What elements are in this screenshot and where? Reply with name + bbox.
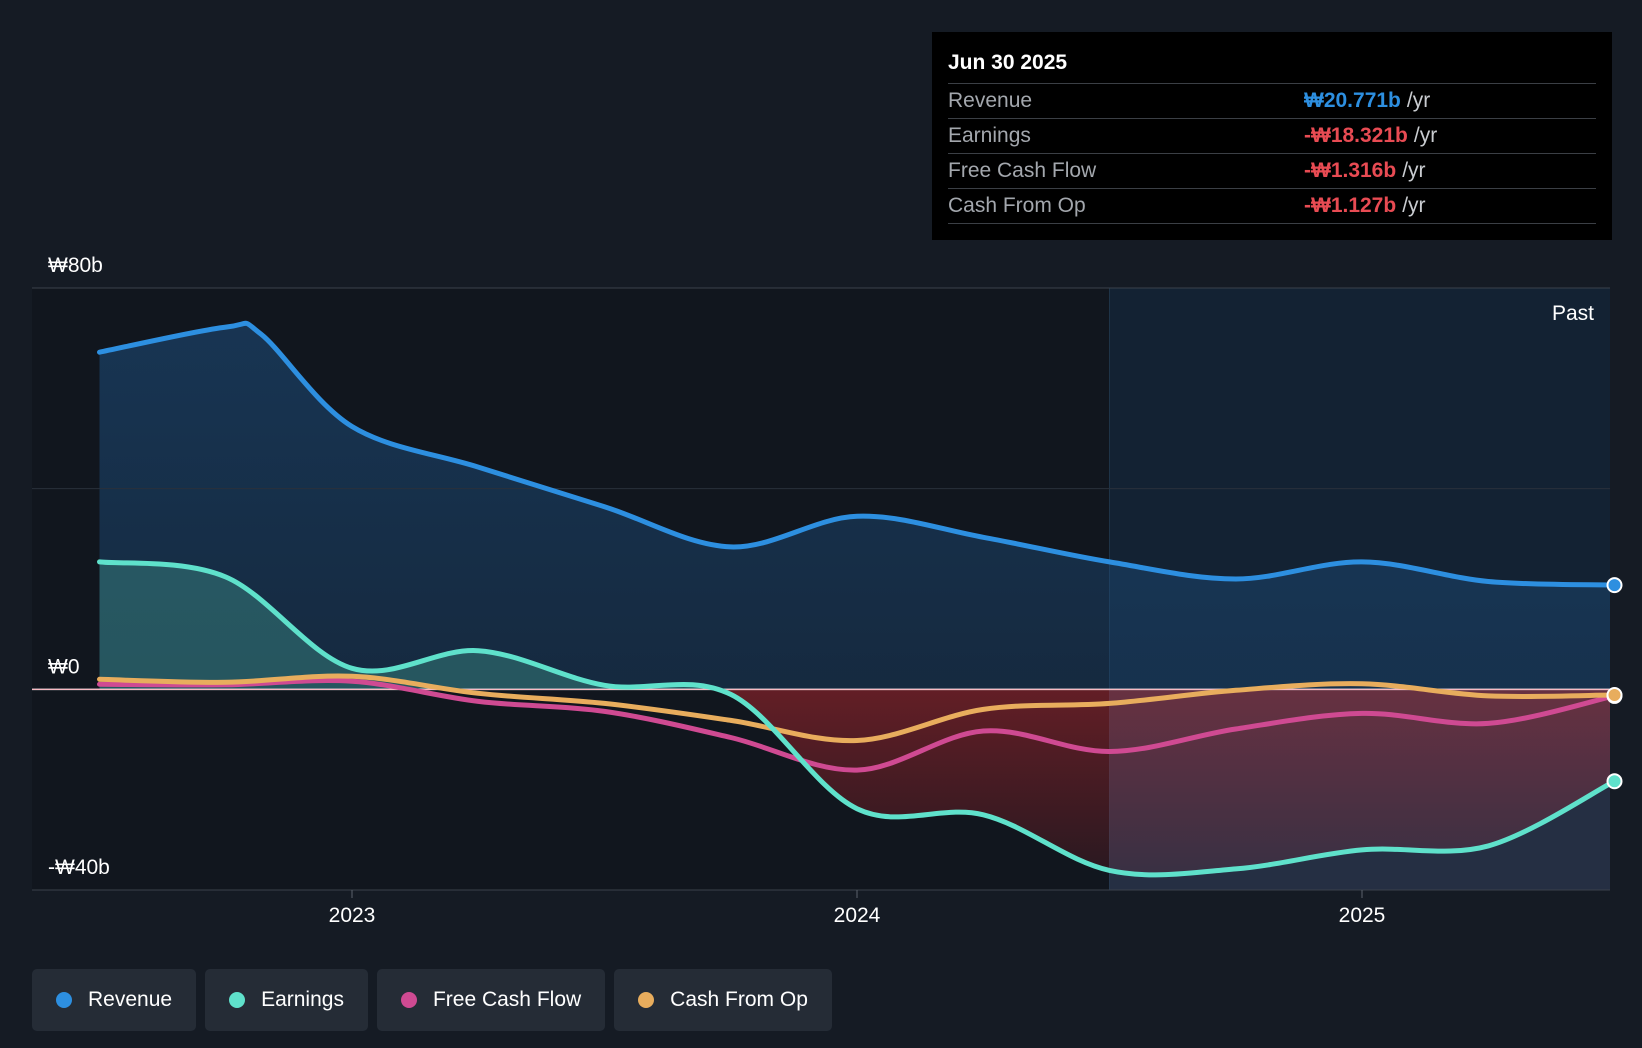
tooltip-row-free-cash-flow: Free Cash Flow -₩1.316b /yr	[948, 154, 1596, 189]
series-line-free-cash-flow	[97, 678, 1610, 773]
revenue-area	[99, 323, 1610, 690]
tooltip-unit: /yr	[1402, 159, 1426, 182]
tooltip-label: Free Cash Flow	[948, 159, 1097, 182]
legend-dot-icon	[56, 992, 72, 1008]
chart-legend: Revenue Earnings Free Cash Flow Cash Fro…	[32, 969, 832, 1031]
legend-dot-icon	[638, 992, 655, 1008]
tooltip-label: Earnings	[948, 124, 1031, 147]
tooltip-row-cash-from-op: Cash From Op -₩1.127b /yr	[948, 189, 1596, 224]
legend-item-revenue[interactable]: Revenue	[32, 969, 197, 1031]
earnings-negative-highlight	[1109, 689, 1610, 890]
legend-dot-icon	[229, 992, 246, 1008]
tooltip-value: -₩1.127b	[1304, 194, 1397, 217]
series-line-cash-from-op	[97, 673, 1610, 744]
legend-label: Free Cash Flow	[432, 988, 582, 1011]
tooltip-date: Jun 30 2025	[948, 46, 1596, 84]
legend-item-free-cash-flow[interactable]: Free Cash Flow	[376, 969, 606, 1031]
data-point-cash-from-op	[1606, 686, 1623, 703]
tooltip-unit: /yr	[1413, 124, 1438, 147]
data-point-revenue	[1606, 577, 1623, 594]
y-tick-label: -₩40b	[48, 856, 110, 879]
period-label: Past	[1552, 302, 1594, 325]
tooltip-unit: /yr	[1406, 89, 1431, 112]
x-tick-label: 2025	[1339, 904, 1386, 927]
tooltip-value: -₩1.316b	[1304, 159, 1397, 182]
tooltip-row-earnings: Earnings -₩18.321b /yr	[948, 119, 1596, 154]
tooltip-unit: /yr	[1402, 194, 1426, 217]
series-line-revenue	[97, 320, 1610, 588]
x-tick-label: 2023	[329, 904, 376, 927]
legend-dot-icon	[400, 992, 417, 1008]
tooltip-value: ₩20.771b	[1304, 89, 1401, 112]
data-point-earnings	[1606, 773, 1623, 790]
earnings-positive-area	[99, 561, 717, 689]
tooltip-panel: Jun 30 2025 Revenue ₩20.771b /yr Earning…	[932, 32, 1612, 240]
earnings-negative-area	[99, 689, 1610, 875]
tooltip-label: Revenue	[948, 89, 1033, 112]
series-line-earnings	[97, 559, 1610, 878]
legend-item-cash-from-op[interactable]: Cash From Op	[614, 969, 832, 1031]
y-tick-label: ₩80b	[48, 254, 103, 277]
y-tick-label: ₩0	[48, 655, 80, 678]
tooltip-label: Cash From Op	[948, 194, 1086, 217]
legend-label: Cash From Op	[670, 988, 808, 1011]
legend-item-earnings[interactable]: Earnings	[205, 969, 368, 1031]
legend-label: Revenue	[88, 988, 173, 1011]
legend-label: Earnings	[261, 988, 344, 1011]
tooltip-value: -₩18.321b	[1304, 124, 1408, 147]
tooltip-row-revenue: Revenue ₩20.771b /yr	[948, 84, 1596, 119]
x-tick-label: 2024	[834, 904, 881, 927]
